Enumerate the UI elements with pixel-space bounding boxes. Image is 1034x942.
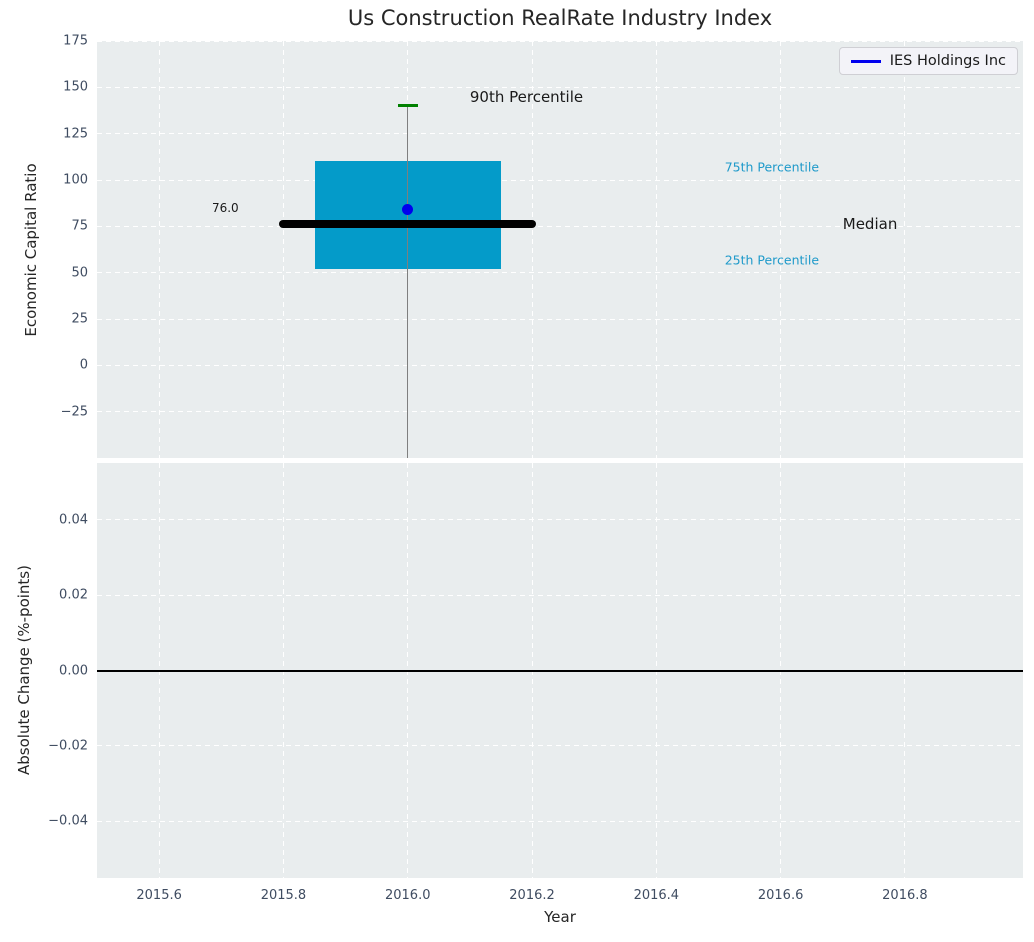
y-tick-label: 50 bbox=[71, 265, 88, 281]
y-gridline bbox=[97, 179, 1023, 181]
whisker-line bbox=[406, 105, 409, 458]
y-gridline bbox=[97, 225, 1023, 227]
y-tick-label: −25 bbox=[60, 404, 88, 420]
y-gridline bbox=[97, 318, 1023, 320]
y-tick-label: −0.02 bbox=[48, 738, 88, 754]
y-gridline bbox=[97, 86, 1023, 88]
y-tick-label: 0.04 bbox=[59, 512, 88, 528]
y-tick-label: 100 bbox=[63, 172, 88, 188]
x-gridline bbox=[158, 41, 160, 458]
whisker-cap-90th bbox=[397, 104, 418, 108]
x-gridline bbox=[531, 41, 533, 458]
y-gridline bbox=[97, 272, 1023, 274]
legend: IES Holdings Inc bbox=[838, 47, 1018, 75]
chart-title: Us Construction RealRate Industry Index bbox=[347, 6, 773, 30]
x-tick-label: 2015.8 bbox=[260, 888, 307, 903]
y-gridline bbox=[97, 411, 1023, 413]
x-gridline bbox=[904, 41, 906, 458]
y-axis-label-bottom: Absolute Change (%-points) bbox=[15, 565, 33, 775]
annotation: 25th Percentile bbox=[724, 252, 820, 268]
y-tick-label: 75 bbox=[71, 218, 88, 234]
y-tick-label: −0.04 bbox=[48, 813, 88, 829]
x-tick-label: 2016.4 bbox=[633, 888, 680, 903]
y-tick-label: 25 bbox=[71, 311, 88, 327]
y-tick-label: 125 bbox=[63, 126, 88, 142]
company-point bbox=[402, 204, 414, 216]
y-gridline bbox=[97, 364, 1023, 366]
upper-axes-panel bbox=[97, 41, 1023, 458]
x-tick-label: 2016.0 bbox=[384, 888, 431, 903]
annotation: Median bbox=[842, 214, 898, 233]
x-tick-label: 2015.6 bbox=[136, 888, 182, 903]
y-tick-label: 0 bbox=[79, 357, 88, 373]
y-axis-label-top: Economic Capital Ratio bbox=[22, 163, 40, 337]
x-tick-label: 2016.6 bbox=[757, 888, 804, 903]
annotation: 75th Percentile bbox=[724, 159, 820, 175]
legend-label: IES Holdings Inc bbox=[889, 53, 1006, 69]
y-gridline bbox=[97, 820, 1023, 822]
y-gridline bbox=[97, 133, 1023, 135]
legend-line-swatch-icon bbox=[850, 59, 881, 63]
x-gridline bbox=[780, 41, 782, 458]
x-tick-label: 2016.2 bbox=[509, 888, 555, 903]
y-tick-label: 0.00 bbox=[59, 663, 88, 678]
median-line bbox=[279, 220, 537, 229]
y-gridline bbox=[97, 40, 1023, 42]
x-tick-label: 2016.8 bbox=[882, 888, 928, 903]
y-tick-label: 150 bbox=[63, 79, 88, 95]
y-gridline bbox=[97, 519, 1023, 521]
x-axis-label: Year bbox=[544, 908, 576, 926]
y-tick-label: 0.02 bbox=[59, 587, 88, 603]
x-gridline bbox=[282, 41, 284, 458]
annotation: 76.0 bbox=[211, 200, 239, 215]
y-gridline bbox=[97, 594, 1023, 596]
annotation: 90th Percentile bbox=[469, 87, 584, 106]
zero-line bbox=[97, 669, 1023, 672]
y-tick-label: 175 bbox=[63, 33, 88, 49]
x-gridline bbox=[655, 41, 657, 458]
y-gridline bbox=[97, 745, 1023, 747]
